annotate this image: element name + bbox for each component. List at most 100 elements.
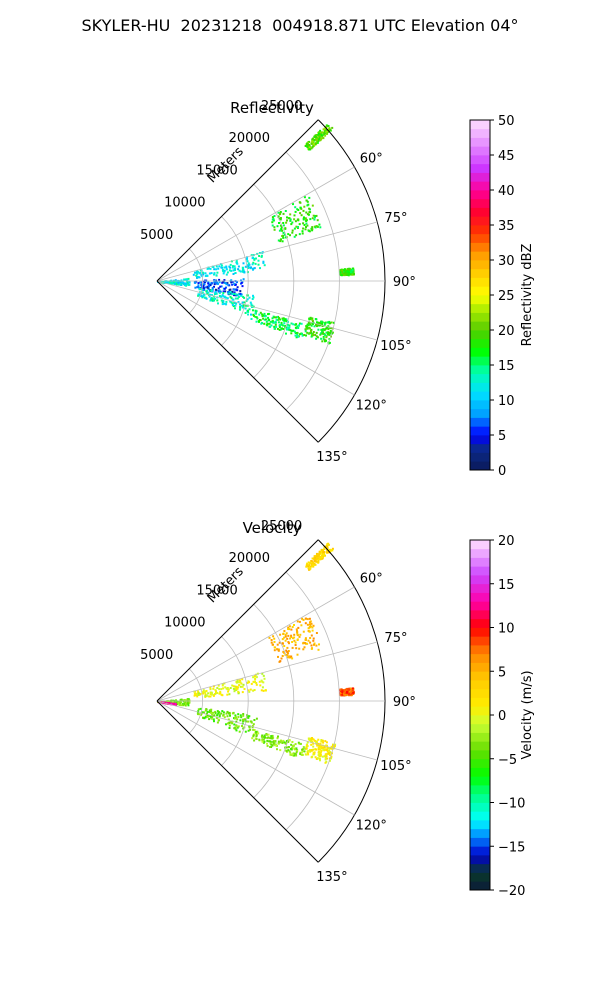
azimuth-tick-label: 135° <box>316 450 347 465</box>
colorbar-segment <box>470 181 490 191</box>
echo-pixel <box>318 744 321 747</box>
colorbar-segment <box>470 697 490 707</box>
echo-pixel <box>260 255 263 258</box>
echo-pixel <box>287 628 290 630</box>
echo-pixel <box>309 641 312 644</box>
echo-pixel <box>254 312 257 315</box>
echo-pixel <box>325 128 328 131</box>
echo-pixel <box>294 641 297 644</box>
echo-pixel <box>308 630 311 633</box>
echo-pixel <box>294 748 297 751</box>
echo-pixel <box>315 757 318 760</box>
echo-pixel <box>287 746 290 748</box>
echo-pixel <box>292 203 294 206</box>
echo-pixel <box>242 714 245 717</box>
echo-pixel <box>274 740 277 743</box>
echo-pixel <box>273 637 276 640</box>
colorbar-segment <box>470 785 490 795</box>
echo-pixel <box>310 622 313 625</box>
echo-pixel <box>226 715 229 718</box>
azimuth-tick-label: 60° <box>360 571 383 586</box>
echo-pixel <box>237 293 240 296</box>
colorbar-segment <box>470 566 490 576</box>
echo-pixel <box>185 699 188 702</box>
echo-pixel <box>289 747 292 750</box>
echo-pixel <box>309 737 312 740</box>
echo-pixel <box>318 322 321 324</box>
echo-pixel <box>283 636 286 639</box>
echo-pixel <box>212 687 215 690</box>
echo-pixel <box>232 685 235 688</box>
echo-pixel <box>234 714 237 717</box>
echo-pixel <box>320 131 323 134</box>
echo-pixel <box>299 201 302 204</box>
echo-pixel <box>249 688 252 691</box>
echo-pixel <box>179 700 182 703</box>
echo-pixel <box>321 321 324 324</box>
echo-pixel <box>257 263 260 266</box>
echo-pixel <box>310 142 313 145</box>
echo-pixel <box>309 749 311 752</box>
colorbar-tick-label: 15 <box>498 359 515 374</box>
echo-pixel <box>241 285 244 288</box>
echo-pixel <box>311 228 314 231</box>
echo-pixel <box>238 684 241 687</box>
echo-pixel <box>255 683 258 686</box>
echo-pixel <box>304 617 307 620</box>
echo-pixel <box>200 273 203 276</box>
echo-pixel <box>311 204 314 207</box>
echo-pixel <box>321 332 324 335</box>
echo-pixel <box>273 327 276 330</box>
echo-pixel <box>247 716 250 719</box>
echo-pixel <box>333 745 336 748</box>
echo-pixel <box>352 693 355 695</box>
echo-pixel <box>297 218 300 221</box>
echo-pixel <box>314 756 317 759</box>
echo-pixel <box>208 715 211 717</box>
echo-pixel <box>198 693 201 696</box>
echo-pixel <box>214 712 217 715</box>
echo-pixel <box>316 141 319 144</box>
echo-pixel <box>348 268 351 271</box>
echo-pixel <box>312 565 315 568</box>
echo-pixel <box>295 225 298 228</box>
echo-pixel <box>244 307 247 310</box>
colorbar-segment <box>470 286 490 296</box>
colorbar-segment <box>470 662 490 672</box>
echo-pixel <box>292 323 295 326</box>
echo-pixel <box>236 680 239 683</box>
echo-pixel <box>321 556 324 559</box>
echo-pixel <box>197 690 200 693</box>
echo-pixel <box>222 290 225 293</box>
echo-pixel <box>165 281 168 284</box>
echo-pixel <box>330 745 333 748</box>
echo-pixel <box>273 228 276 231</box>
echo-pixel <box>311 318 314 321</box>
colorbar-tick-label: 0 <box>498 709 506 724</box>
colorbar-segment <box>470 583 490 593</box>
azimuth-tick-label: 120° <box>356 819 387 834</box>
echo-pixel <box>285 326 288 329</box>
echo-pixel <box>216 281 219 284</box>
echo-pixel <box>278 222 280 224</box>
echo-pixel <box>219 690 222 693</box>
echo-pixel <box>321 331 323 334</box>
echo-pixel <box>273 321 275 324</box>
echo-pixel <box>226 297 229 300</box>
echo-pixel <box>265 320 268 323</box>
echo-pixel <box>244 730 247 733</box>
colorbar-segment <box>470 610 490 620</box>
echo-pixel <box>246 260 249 263</box>
echo-pixel <box>322 335 325 338</box>
echo-pixel <box>290 223 293 226</box>
echo-pixel <box>241 725 243 727</box>
echo-pixel <box>216 721 219 724</box>
echo-pixel <box>309 561 312 564</box>
echo-pixel <box>300 322 303 325</box>
echo-pixel <box>306 562 309 565</box>
echo-pixel <box>311 741 314 744</box>
echo-pixel <box>296 208 299 211</box>
echo-pixel <box>256 317 259 320</box>
echo-pixel <box>316 219 319 222</box>
echo-pixel <box>279 323 282 326</box>
